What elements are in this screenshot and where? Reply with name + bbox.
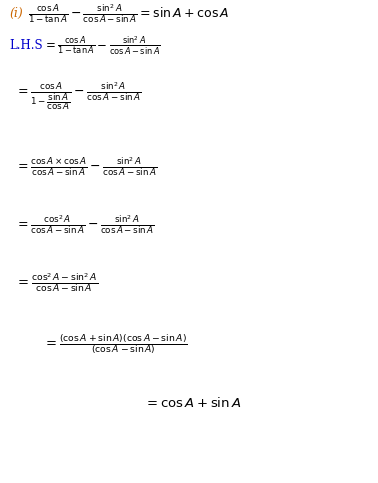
Text: $= \frac{\cos^2 A - \sin^2 A}{\cos A - \sin A}$: $= \frac{\cos^2 A - \sin^2 A}{\cos A - \… bbox=[15, 271, 98, 294]
Text: $= \frac{(\cos A + \sin A)(\cos A - \sin A)}{(\cos A - \sin A)}$: $= \frac{(\cos A + \sin A)(\cos A - \sin… bbox=[43, 333, 188, 357]
Text: $\frac{\cos A}{1-\tan A} - \frac{\sin^2 A}{\cos A-\sin A} = \sin A + \cos A$: $\frac{\cos A}{1-\tan A} - \frac{\sin^2 … bbox=[28, 2, 229, 25]
Text: $= \frac{\cos A}{1 - \dfrac{\sin A}{\cos A}} - \frac{\sin^2 A}{\cos A - \sin A}$: $= \frac{\cos A}{1 - \dfrac{\sin A}{\cos… bbox=[15, 81, 142, 113]
Text: L.H.S: L.H.S bbox=[9, 40, 43, 52]
Text: $= \frac{\cos A}{1-\tan A} - \frac{\sin^2 A}{\cos A-\sin A}$: $= \frac{\cos A}{1-\tan A} - \frac{\sin^… bbox=[43, 35, 161, 57]
Text: (i): (i) bbox=[9, 7, 23, 20]
Text: $= \frac{\cos A \times \cos A}{\cos A - \sin A} - \frac{\sin^2 A}{\cos A - \sin : $= \frac{\cos A \times \cos A}{\cos A - … bbox=[15, 155, 157, 178]
Text: $= \cos A + \sin A$: $= \cos A + \sin A$ bbox=[144, 397, 241, 410]
Text: $= \frac{\cos^2 A}{\cos A - \sin A} - \frac{\sin^2 A}{\cos A - \sin A}$: $= \frac{\cos^2 A}{\cos A - \sin A} - \f… bbox=[15, 213, 155, 236]
